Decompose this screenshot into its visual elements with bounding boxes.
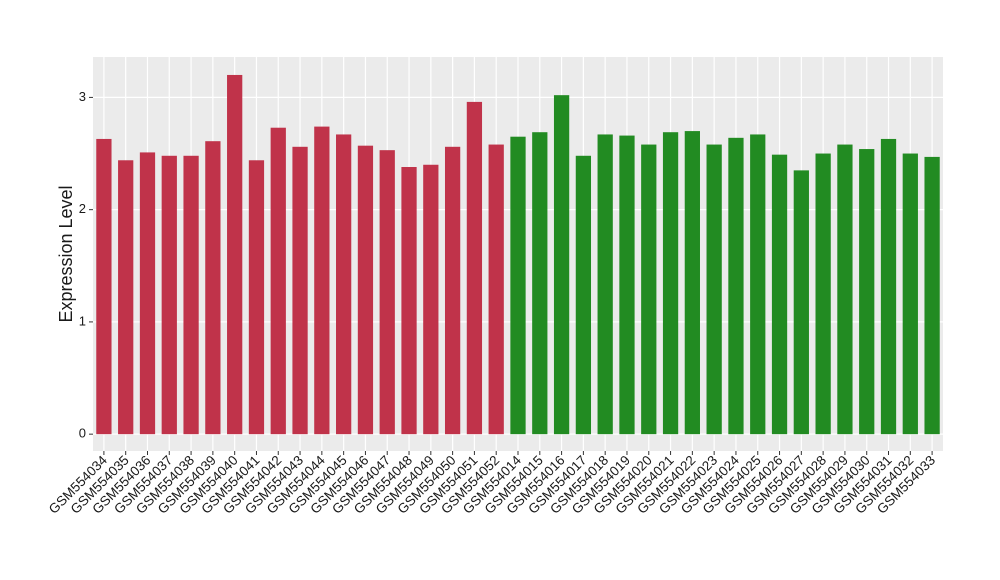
bar [837,144,853,435]
bar [379,150,395,435]
bar [336,134,352,435]
bar [532,132,548,435]
bar [728,137,744,435]
bar [444,146,461,435]
bar [750,134,766,435]
bar [466,101,483,435]
bar [139,152,156,435]
bar [684,131,700,435]
bar [924,156,940,435]
y-tick-label: 3 [79,89,86,104]
bar [553,95,570,435]
bar [248,160,265,435]
bar [641,144,657,435]
bar [357,145,374,435]
bar [771,154,788,435]
bar [270,127,286,435]
bar [510,136,526,435]
bar [902,153,918,435]
bar [183,155,199,435]
bar [118,160,134,435]
bar [597,134,613,435]
bar [793,170,809,435]
bar [859,149,875,435]
bar [706,144,722,435]
bar [227,74,243,435]
bar [161,155,177,435]
bar [880,138,897,435]
bar [292,146,308,435]
bar [488,144,504,435]
bar [815,153,831,435]
y-tick-label: 2 [79,201,86,216]
bar [575,155,592,435]
bar [662,132,679,435]
y-tick-label: 1 [79,313,86,328]
bar [619,135,635,435]
bar [205,141,221,435]
bar [96,138,112,435]
y-axis-title: Expression Level [56,185,76,322]
bar [314,126,330,435]
bar [423,164,439,435]
y-tick-label: 0 [79,426,86,441]
bar [401,167,417,435]
